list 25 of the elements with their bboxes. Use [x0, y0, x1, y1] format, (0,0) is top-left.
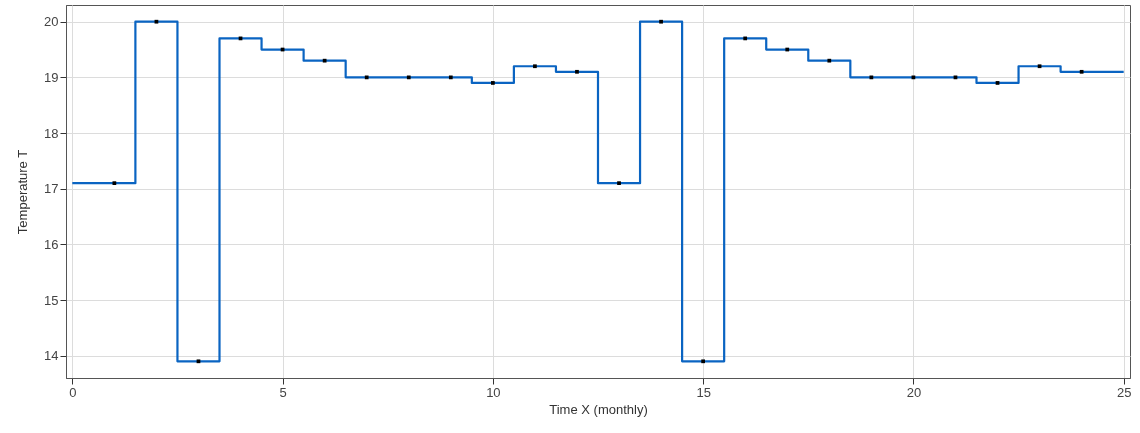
point [617, 181, 621, 186]
point [490, 81, 495, 85]
x-axis-title: Time X (monthly) [549, 401, 648, 417]
y-tick-label: 19 [44, 69, 59, 85]
point [659, 19, 663, 24]
point [575, 69, 579, 74]
y-tick-label: 20 [44, 14, 59, 30]
x-tick-label: 25 [1116, 384, 1132, 400]
y-tick-label: 16 [44, 236, 59, 252]
x-tick-label: 5 [279, 384, 287, 400]
x-tick-label: 20 [906, 384, 922, 400]
point [701, 359, 706, 364]
x-tick-label: 0 [69, 384, 77, 400]
point [533, 64, 537, 69]
point [827, 58, 832, 63]
x-tick-label: 10 [486, 384, 501, 400]
x-tick-label: 15 [696, 384, 711, 400]
y-tick-label: 15 [44, 292, 59, 308]
y-tick-label: 14 [44, 348, 59, 364]
y-axis-title: Temperature T [15, 149, 31, 235]
y-tick-label: 18 [44, 125, 59, 141]
point [112, 181, 117, 186]
y-tick-label: 17 [44, 181, 59, 197]
point [1079, 69, 1084, 74]
point [322, 58, 327, 63]
